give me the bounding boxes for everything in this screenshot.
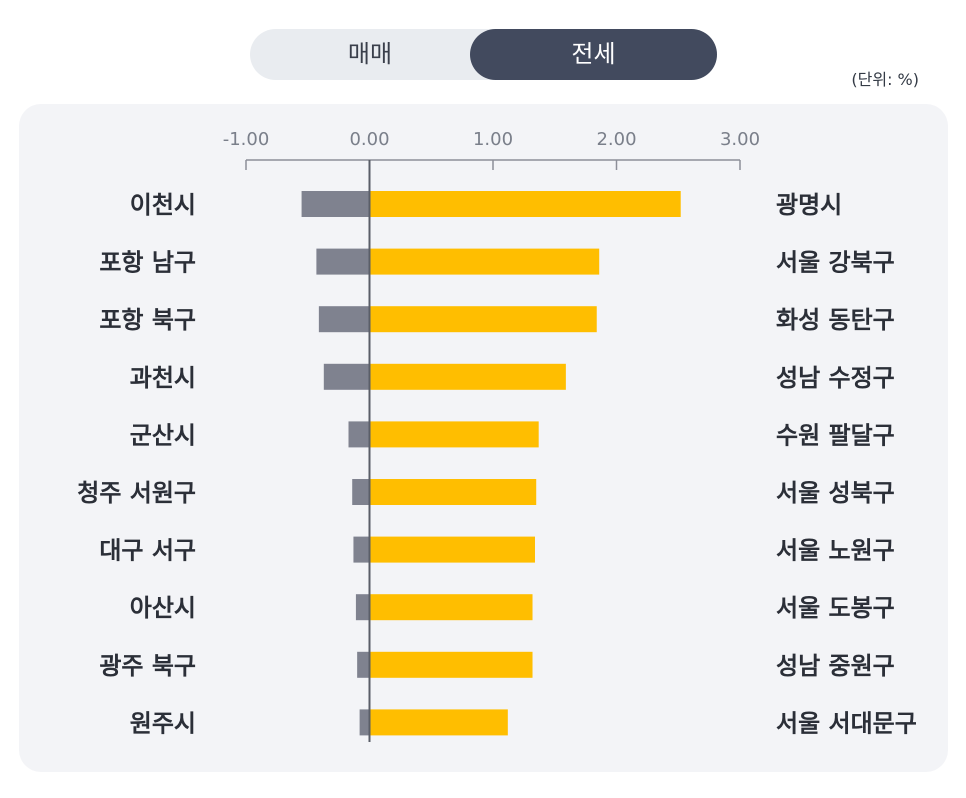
category-label-positive: 서울 도봉구 bbox=[776, 594, 895, 622]
category-label-positive: 성남 수정구 bbox=[776, 364, 895, 392]
category-label-negative: 포항 남구 bbox=[99, 249, 196, 277]
bar-negative bbox=[355, 594, 370, 621]
bar-positive bbox=[369, 594, 533, 621]
x-axis: -1.00 0.00 1.00 2.00 3.00 bbox=[223, 129, 760, 170]
category-label-negative: 이천시 bbox=[130, 191, 196, 219]
category-label-positive: 성남 중원구 bbox=[776, 652, 895, 680]
category-label-negative: 군산시 bbox=[130, 421, 196, 449]
bar-positive bbox=[369, 306, 597, 333]
x-tick-label: 1.00 bbox=[473, 129, 513, 150]
category-label-negative: 포항 북구 bbox=[99, 306, 196, 334]
bar-negative bbox=[353, 536, 370, 563]
category-label-negative: 아산시 bbox=[130, 594, 196, 622]
category-label-positive: 광명시 bbox=[776, 191, 842, 219]
tab-sale[interactable]: 매매 bbox=[347, 40, 393, 68]
bars bbox=[301, 160, 681, 742]
category-label-positive: 서울 노원구 bbox=[776, 537, 895, 565]
bar-negative bbox=[323, 363, 370, 390]
bar-negative bbox=[359, 709, 370, 736]
bar-positive bbox=[369, 191, 681, 217]
bar-positive bbox=[369, 536, 535, 563]
category-label-positive: 서울 성북구 bbox=[776, 479, 895, 507]
x-tick-label: 0.00 bbox=[349, 129, 389, 150]
bar-positive bbox=[369, 248, 600, 275]
bar-negative bbox=[348, 421, 370, 448]
bar-negative bbox=[352, 479, 370, 505]
tab-lease[interactable]: 전세 bbox=[470, 29, 717, 80]
bar-positive bbox=[369, 421, 539, 448]
bar-positive bbox=[369, 479, 537, 505]
category-label-negative: 대구 서구 bbox=[99, 537, 196, 565]
x-tick-label: 3.00 bbox=[720, 129, 760, 150]
bar-negative bbox=[318, 306, 370, 333]
bar-positive bbox=[369, 651, 533, 678]
category-label-negative: 청주 서원구 bbox=[77, 479, 196, 507]
category-label-positive: 수원 팔달구 bbox=[776, 421, 895, 449]
bar-negative bbox=[301, 191, 370, 217]
category-label-negative: 원주시 bbox=[130, 709, 196, 737]
unit-label: (단위: %) bbox=[851, 70, 919, 89]
bar-positive bbox=[369, 709, 508, 736]
category-label-negative: 과천시 bbox=[130, 364, 196, 392]
category-label-positive: 화성 동탄구 bbox=[776, 306, 895, 334]
market-type-toggle: 매매 전세 bbox=[250, 29, 717, 80]
category-label-positive: 서울 서대문구 bbox=[776, 709, 917, 737]
category-label-positive: 서울 강북구 bbox=[776, 249, 895, 277]
bar-negative bbox=[357, 651, 370, 678]
x-tick-label: -1.00 bbox=[223, 129, 270, 150]
bar-positive bbox=[369, 363, 566, 390]
bar-negative bbox=[316, 248, 370, 275]
category-label-negative: 광주 북구 bbox=[99, 652, 196, 680]
x-tick-label: 2.00 bbox=[596, 129, 636, 150]
